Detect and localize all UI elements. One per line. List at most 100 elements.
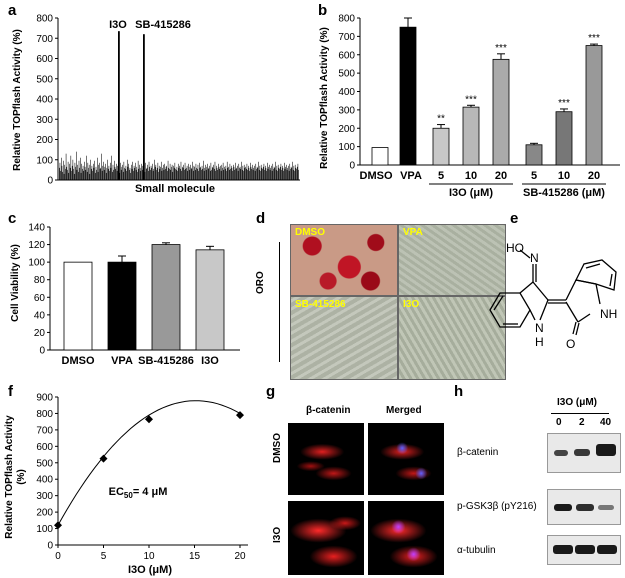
chart-a-bar — [277, 164, 279, 180]
chart-a-bar — [108, 165, 110, 180]
fluorescence-i3o-beta-catenin — [288, 501, 364, 575]
chart-f-ytick-label: 600 — [36, 442, 53, 453]
band-tubulin-2 — [575, 545, 595, 554]
chart-c-ytick-label: 60 — [34, 293, 46, 304]
chart-f-ytick-label: 400 — [36, 475, 53, 486]
chart-a-bar — [61, 157, 62, 180]
chart-a-bar — [205, 164, 206, 180]
chart-a-bar — [245, 168, 247, 180]
chart-a-bar — [262, 168, 263, 180]
chart-a-bar — [127, 166, 129, 180]
chart-b-topflash: Relative TOPflash Activity (%) 0 100 200 30… — [319, 14, 620, 199]
chart-a-bar — [126, 159, 128, 180]
chart-b-ytick-label: 600 — [338, 50, 355, 61]
panel-label-e: e — [510, 210, 519, 227]
chart-a-bar — [183, 164, 184, 180]
chart-c-ytick-label: 40 — [34, 310, 46, 321]
chart-a-bar — [67, 169, 68, 180]
chart-c-category-label: I3O — [201, 355, 219, 367]
chart-b-ylabel: Relative TOPflash Activity (%) — [319, 27, 330, 169]
chart-a-bar — [81, 163, 82, 180]
chart-a-bar — [87, 162, 89, 180]
chart-a-bar — [218, 163, 219, 180]
chart-a-bar — [248, 165, 249, 180]
panel-h-western-blot: I3O (μM) 0 2 40 β-catenin p-GSK3β (pY216… — [455, 395, 625, 578]
chart-a-bar — [182, 167, 184, 180]
chart-a-bar — [146, 168, 147, 180]
chart-a-bar — [112, 164, 114, 180]
chart-a-bar — [149, 166, 150, 180]
chart-a-bar — [173, 165, 174, 180]
chart-a-bar — [111, 155, 112, 180]
panel-d-bracket — [279, 242, 282, 362]
chart-a-bar — [152, 163, 153, 180]
chart-c-bar — [63, 261, 93, 351]
chart-a-bar — [206, 166, 208, 180]
chart-a-bar — [250, 162, 251, 180]
chart-a-bar — [279, 166, 281, 180]
chart-a-ytick-label: 800 — [36, 14, 53, 25]
chart-a-bar — [116, 170, 118, 180]
chart-a-bar — [116, 163, 117, 180]
chart-b-category-label: 5 — [438, 170, 444, 182]
chart-a-bar — [130, 172, 131, 180]
chart-a-bar — [273, 166, 275, 180]
panel-label-f: f — [8, 383, 13, 400]
chart-a-bar — [75, 151, 77, 180]
chart-a-bar — [110, 167, 112, 180]
chart-b-category-label: 5 — [531, 170, 537, 182]
chart-a-bar — [194, 169, 196, 180]
micrograph-dmso-label: DMSO — [295, 227, 325, 238]
chart-a-bar — [171, 166, 172, 180]
band-pgsk3b-40 — [598, 505, 614, 510]
chart-a-bar — [86, 171, 88, 180]
chart-a-bar — [114, 166, 116, 180]
chart-a-bar — [222, 162, 224, 180]
chart-a-bar — [165, 166, 167, 180]
chart-a-bar — [178, 167, 180, 180]
chart-a-bar — [80, 157, 81, 180]
chart-a-bar — [177, 163, 179, 180]
panel-label-h: h — [454, 383, 464, 400]
chart-a-annotation-i3o: I3O — [109, 19, 127, 31]
chart-a-bar — [100, 167, 102, 180]
chart-a-bar — [121, 166, 123, 180]
panel-d-side-label: ORO — [255, 271, 266, 294]
chart-a-bar — [158, 165, 160, 180]
panel-h-header: I3O (μM) — [557, 397, 598, 408]
chart-a-bar — [135, 162, 136, 180]
chart-a-xlabel: Small molecule — [135, 183, 215, 195]
chart-b-bar — [462, 106, 480, 166]
chart-b-category-label: 10 — [465, 170, 477, 182]
chart-a-bar — [235, 162, 236, 180]
chart-a-bar — [83, 170, 85, 180]
micrograph-vpa-label: VPA — [403, 227, 423, 238]
chart-a-bar — [120, 162, 121, 180]
chart-a-bar — [243, 164, 245, 180]
chart-a-bar — [275, 169, 277, 180]
chart-a-bar — [88, 167, 89, 180]
chart-b-category-label: DMSO — [360, 170, 393, 182]
fluorescence-dmso-merged — [368, 423, 444, 495]
chart-a-bar — [129, 169, 130, 180]
chart-a-bar — [73, 168, 74, 180]
chart-a-bar — [190, 164, 191, 180]
chart-a-bar — [135, 169, 137, 180]
chart-a-bar — [117, 165, 119, 180]
chart-b-bar — [399, 26, 417, 166]
chart-a-bar — [137, 160, 139, 180]
chart-a-bar — [120, 169, 122, 180]
chart-a-bar — [220, 165, 221, 180]
chart-a-bar — [76, 169, 78, 180]
chart-a-bar — [167, 160, 169, 180]
chart-a-bar — [259, 165, 261, 180]
chart-a-bar — [187, 170, 189, 180]
chart-a-bar — [256, 166, 258, 180]
chart-a-bar — [191, 168, 193, 180]
micrograph-i3o: I3O — [398, 296, 506, 380]
chart-a-bar — [136, 166, 138, 180]
chart-b-ytick-label: 200 — [338, 124, 355, 135]
chart-a-bar — [204, 167, 206, 180]
chart-a-bar — [73, 173, 75, 180]
chart-a-bar — [262, 166, 264, 180]
